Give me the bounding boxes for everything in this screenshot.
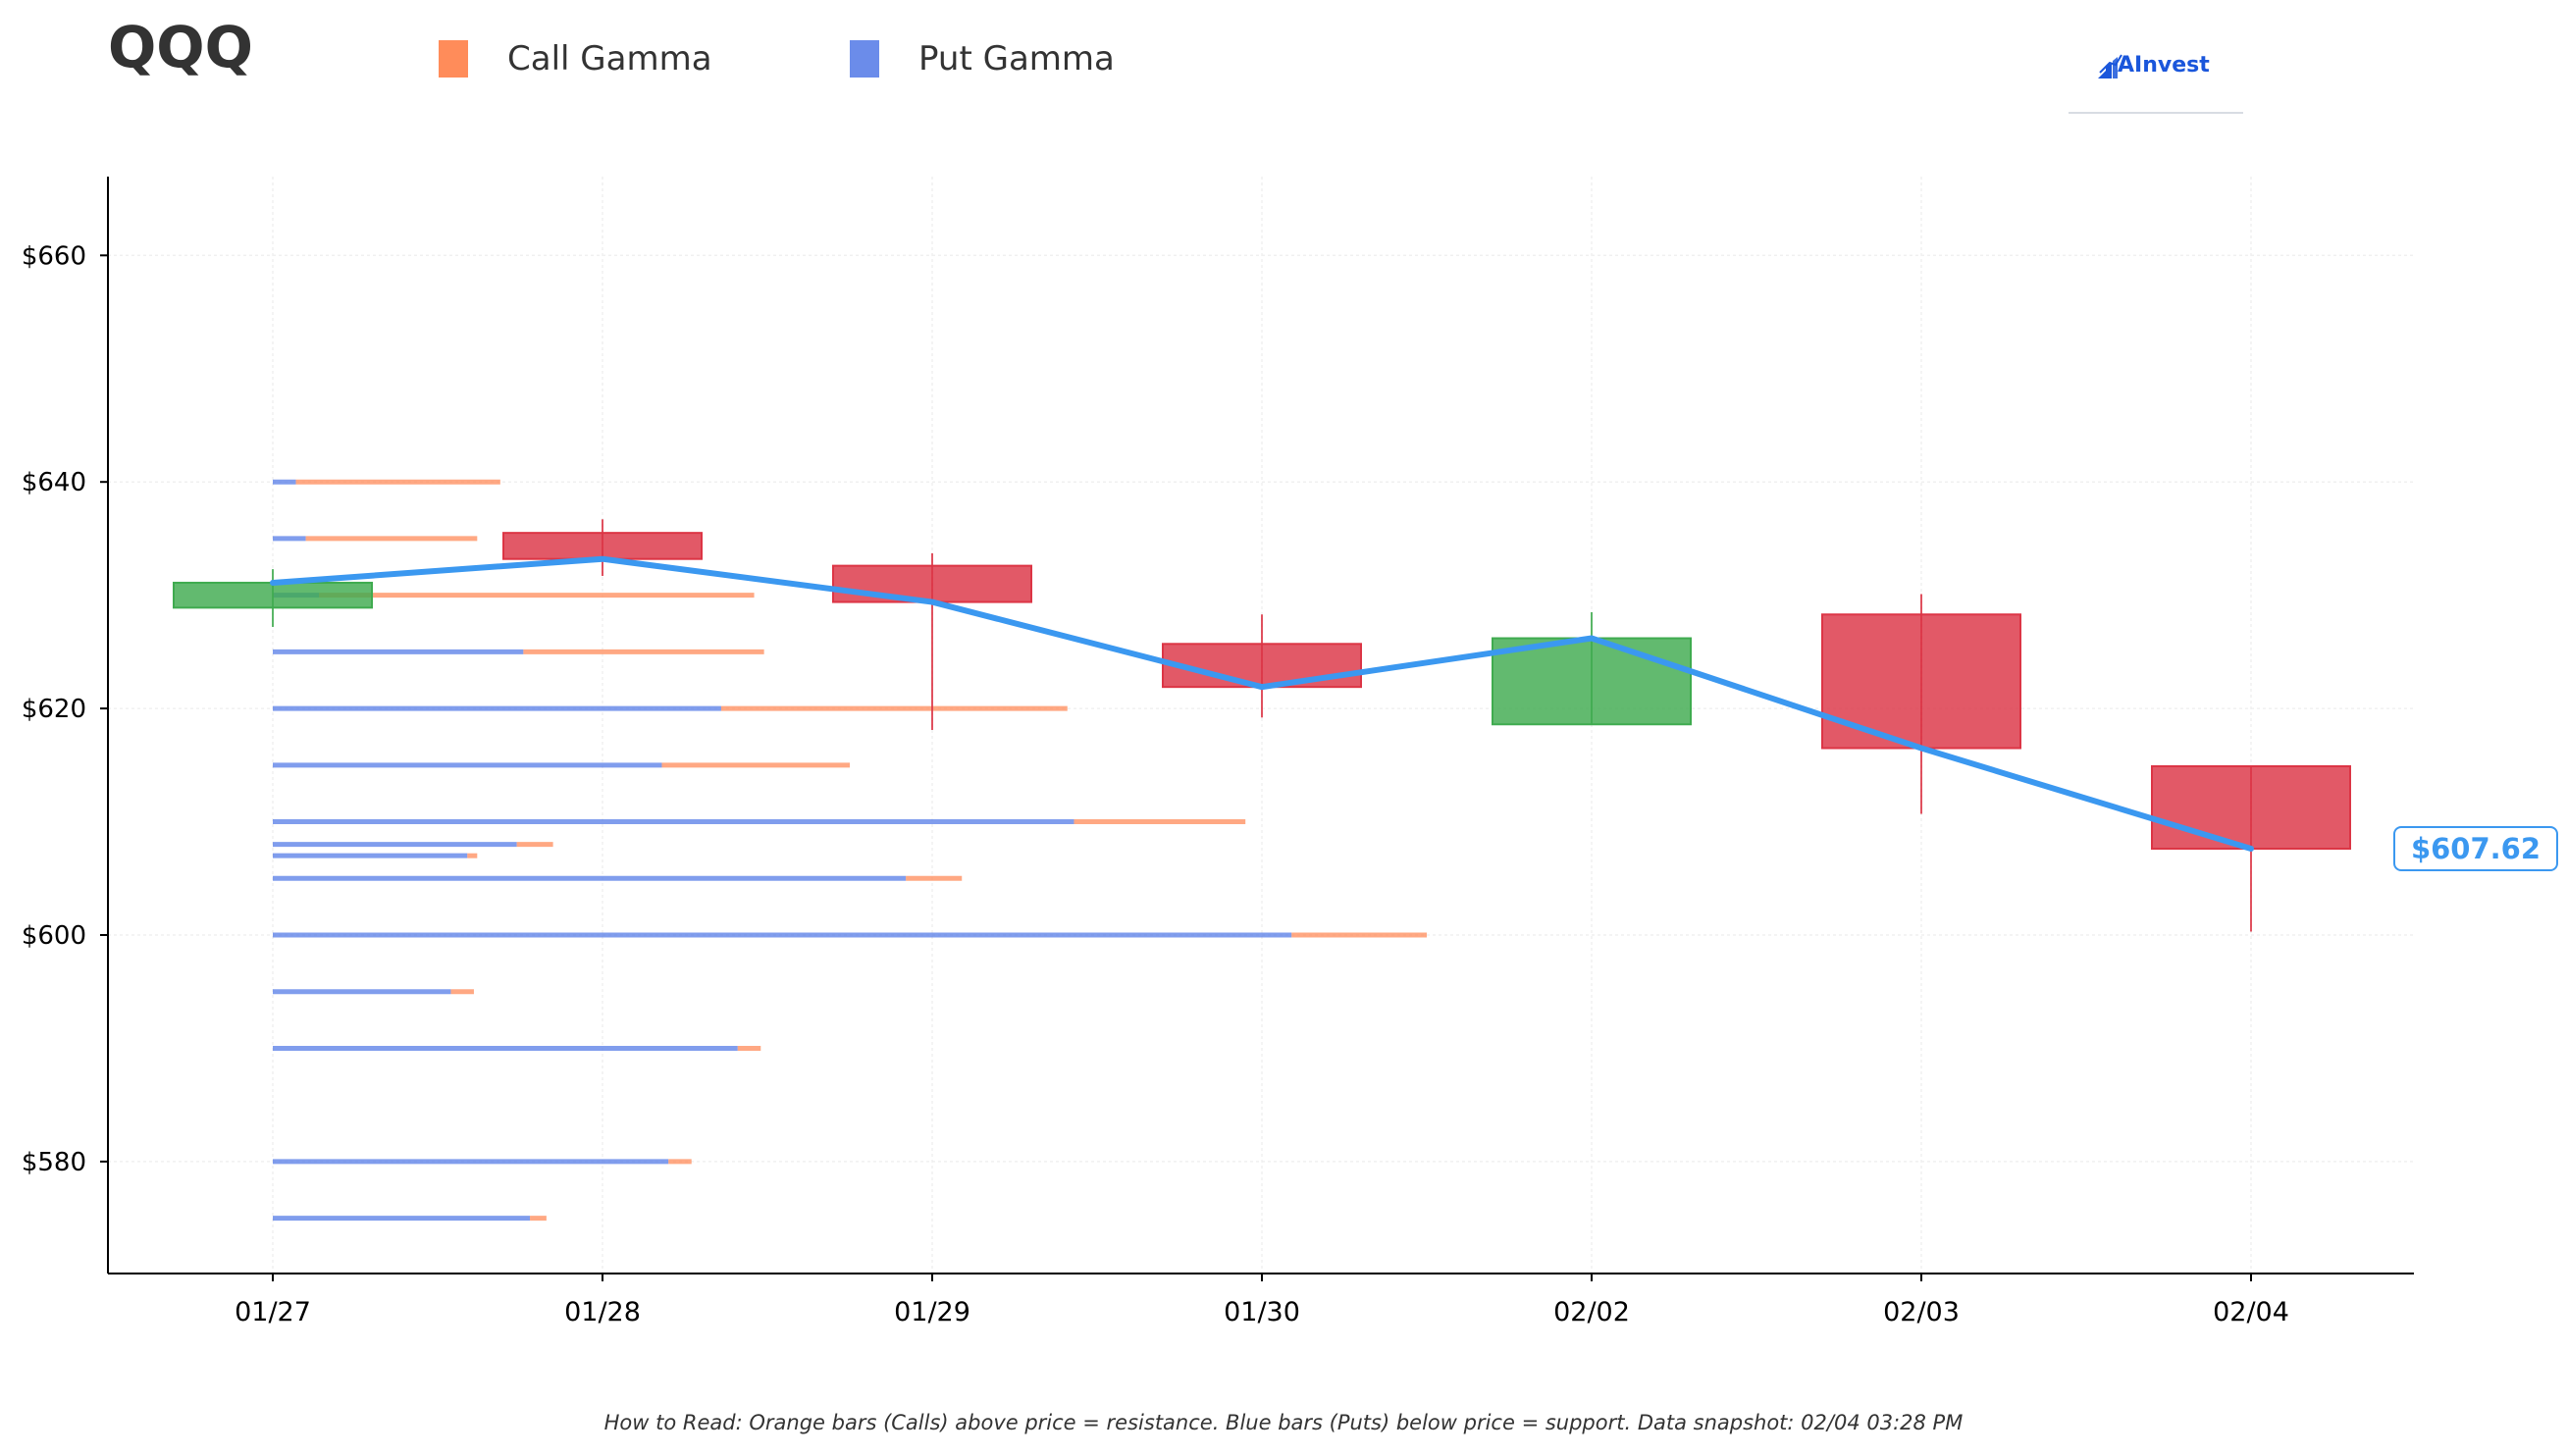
footnote: How to Read: Orange bars (Calls) above p… bbox=[603, 1411, 1964, 1434]
y-tick-label: $660 bbox=[22, 241, 86, 271]
legend-label-call: Call Gamma bbox=[507, 39, 712, 78]
x-tick-label: 02/03 bbox=[1883, 1297, 1960, 1327]
x-tick-label: 02/02 bbox=[1553, 1297, 1630, 1327]
candle-body bbox=[2151, 764, 2351, 851]
last-price-box bbox=[2393, 826, 2558, 872]
price-line bbox=[270, 555, 2254, 853]
brand-underline bbox=[2069, 112, 2243, 114]
legend-item-call-gamma: Call Gamma bbox=[439, 37, 712, 80]
y-tick-label: $640 bbox=[22, 468, 86, 497]
x-tick-label: 02/04 bbox=[2213, 1297, 2289, 1327]
chart-title: QQQ bbox=[108, 14, 253, 80]
last-price-label: $607.62 bbox=[2411, 832, 2541, 865]
candle-body bbox=[832, 564, 1032, 603]
y-tick-label: $600 bbox=[22, 921, 86, 951]
legend-swatch-call bbox=[439, 40, 468, 78]
y-tick-label: $580 bbox=[22, 1148, 86, 1177]
legend-label-put: Put Gamma bbox=[918, 39, 1115, 78]
candle-body bbox=[1492, 637, 1692, 726]
x-tick-label: 01/27 bbox=[235, 1297, 311, 1327]
candle-body bbox=[502, 532, 703, 560]
candle-body bbox=[1162, 643, 1362, 689]
legend-item-put-gamma: Put Gamma bbox=[850, 37, 1115, 80]
brand-logo: AInvest bbox=[2069, 39, 2243, 114]
y-tick-label: $620 bbox=[22, 695, 86, 724]
x-tick-label: 01/30 bbox=[1224, 1297, 1300, 1327]
brand-chart-icon bbox=[2098, 54, 2122, 78]
candle-body bbox=[173, 581, 373, 609]
x-tick-label: 01/28 bbox=[564, 1297, 641, 1327]
legend-swatch-put bbox=[850, 40, 879, 78]
x-tick-label: 01/29 bbox=[894, 1297, 970, 1327]
brand-name: AInvest bbox=[2118, 53, 2210, 78]
